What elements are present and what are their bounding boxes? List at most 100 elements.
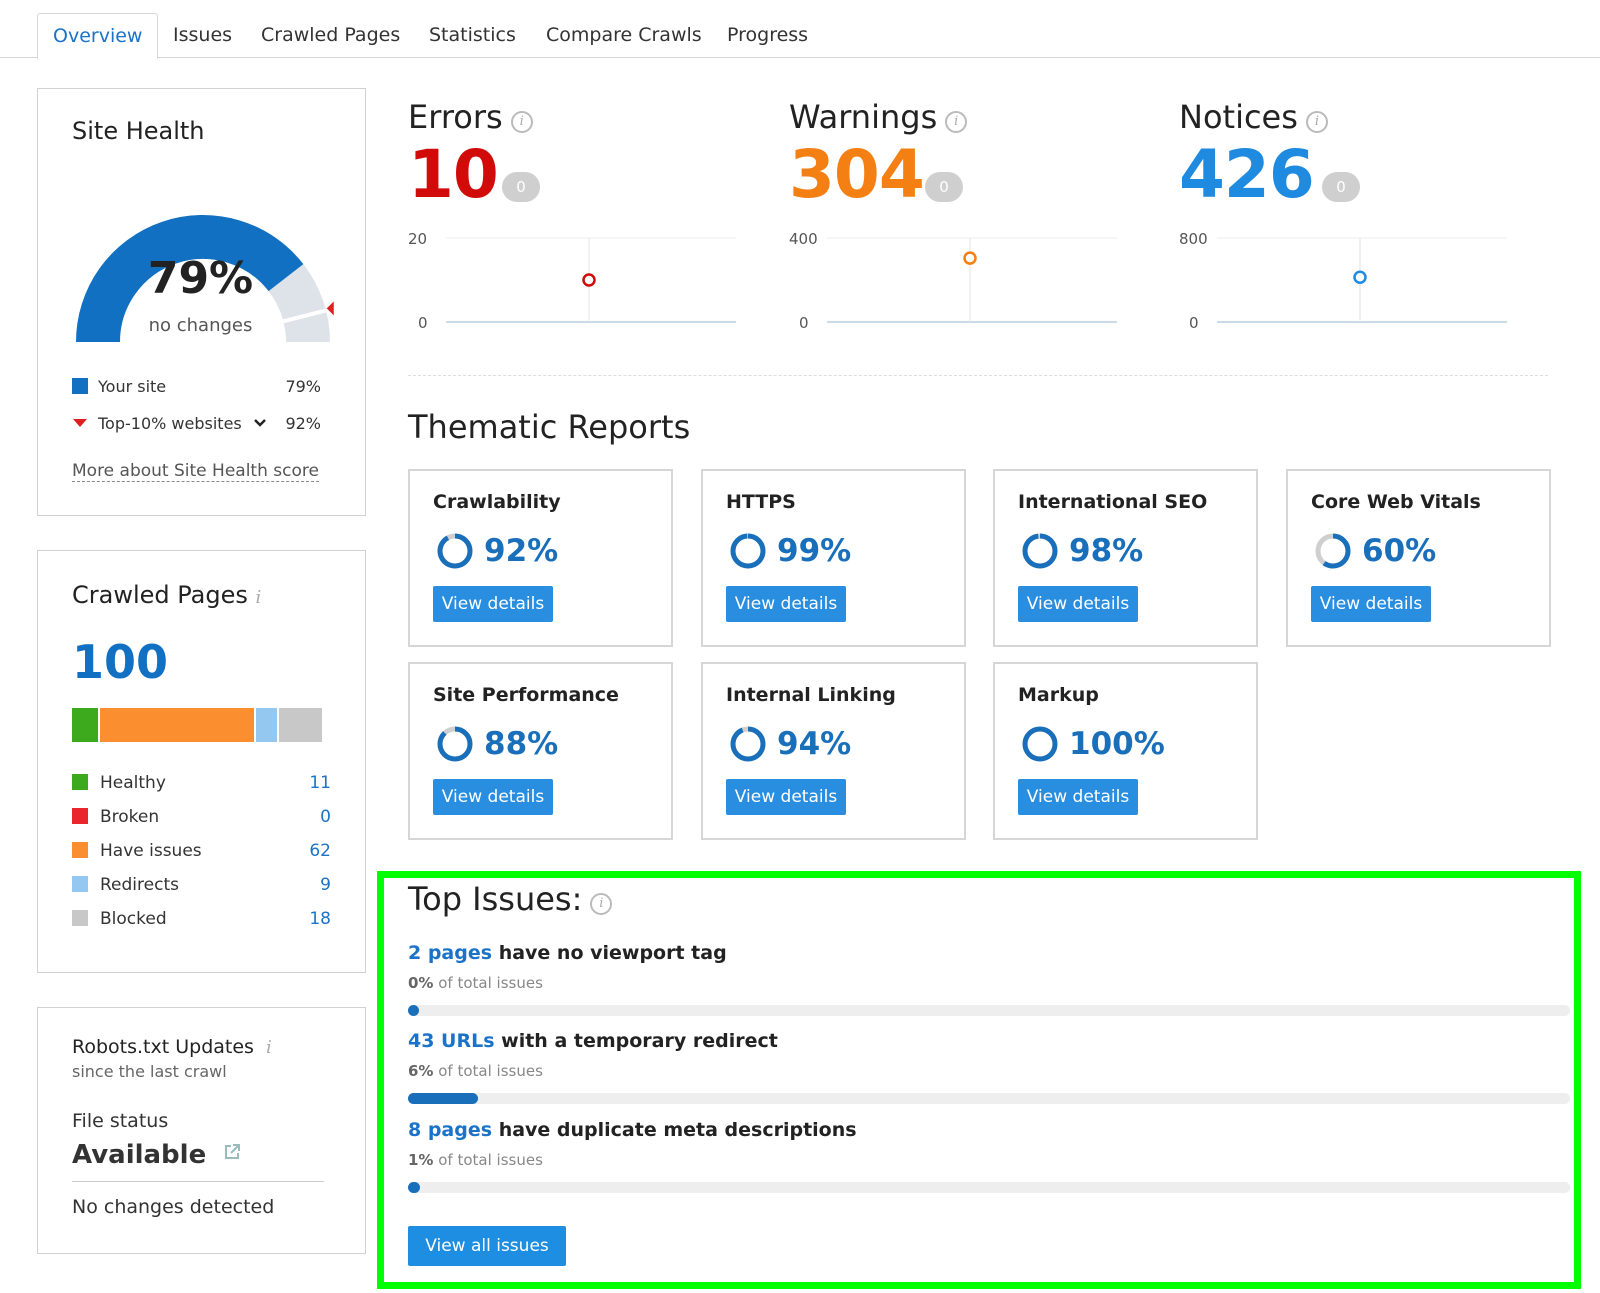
ring-fill bbox=[1315, 533, 1351, 569]
issue-item: 2 pages have no viewport tag bbox=[408, 942, 727, 964]
thematic-card-title: International SEO bbox=[1018, 491, 1208, 513]
robots-subtitle: since the last crawl bbox=[72, 1062, 227, 1081]
tab-crawled-pages[interactable]: Crawled Pages bbox=[261, 24, 401, 46]
file-status-value: Available bbox=[72, 1140, 241, 1170]
healthy-count[interactable]: 11 bbox=[309, 773, 331, 793]
issue-progress-bar bbox=[408, 1182, 1570, 1193]
broken-count[interactable]: 0 bbox=[320, 807, 331, 827]
legend-your-site: Your site bbox=[72, 377, 166, 396]
view-details-button[interactable]: View details bbox=[1018, 586, 1138, 622]
gauge-track bbox=[268, 264, 330, 343]
crawled-pages-total[interactable]: 100 bbox=[72, 635, 169, 689]
issue-progress-fill bbox=[408, 1182, 420, 1193]
external-link-icon[interactable] bbox=[223, 1143, 241, 1161]
crawled-pages-bar-segment[interactable] bbox=[72, 708, 98, 742]
robots-title: Robots.txt Updates i bbox=[72, 1036, 272, 1058]
gauge-benchmark-line bbox=[282, 308, 327, 324]
tab-compare-crawls[interactable]: Compare Crawls bbox=[546, 24, 702, 46]
issue-progress-fill bbox=[408, 1005, 419, 1016]
legend-broken: Broken bbox=[72, 807, 159, 827]
info-icon[interactable]: i bbox=[266, 1037, 272, 1058]
view-details-button[interactable]: View details bbox=[433, 779, 553, 815]
gauge-fill bbox=[76, 215, 304, 343]
notices-sparkline: 800 0 bbox=[1179, 230, 1507, 332]
errors-change-badge: 0 bbox=[502, 172, 540, 202]
info-icon[interactable]: i bbox=[510, 111, 533, 133]
divider bbox=[72, 1181, 324, 1182]
redirects-count[interactable]: 9 bbox=[320, 875, 331, 895]
top10-value: 92% bbox=[285, 414, 321, 433]
have-issues-swatch bbox=[72, 842, 88, 858]
thematic-card: International SEO 98% View details bbox=[993, 469, 1258, 647]
crawled-pages-bar-segment[interactable] bbox=[278, 708, 322, 742]
tab-bar: Overview Issues Crawled Pages Statistics… bbox=[0, 0, 1600, 59]
info-icon[interactable]: i bbox=[945, 111, 968, 133]
issue-count-link[interactable]: 43 URLs bbox=[408, 1030, 495, 1052]
thematic-card-title: Internal Linking bbox=[726, 684, 896, 706]
site-health-card: Site Health 79% no changes Your site 79%… bbox=[37, 88, 366, 516]
y-tick-max: 20 bbox=[408, 230, 427, 248]
site-health-more-link[interactable]: More about Site Health score bbox=[72, 461, 319, 482]
progress-ring-icon bbox=[437, 533, 473, 569]
thematic-card-title: Site Performance bbox=[433, 684, 619, 706]
crawled-pages-title: Crawled Pages i bbox=[72, 581, 262, 609]
warnings-title: Warnings i bbox=[789, 98, 968, 136]
issue-progress-bar bbox=[408, 1093, 1570, 1104]
issue-count-link[interactable]: 2 pages bbox=[408, 942, 493, 964]
tab-overview[interactable]: Overview bbox=[37, 13, 159, 59]
issue-progress-fill bbox=[408, 1093, 478, 1104]
your-site-swatch bbox=[72, 378, 88, 394]
view-details-button[interactable]: View details bbox=[1311, 586, 1431, 622]
healthy-swatch bbox=[72, 774, 88, 790]
view-details-button[interactable]: View details bbox=[726, 779, 846, 815]
notices-count[interactable]: 426 bbox=[1179, 136, 1315, 213]
file-status-label: File status bbox=[72, 1110, 169, 1132]
view-details-button[interactable]: View details bbox=[433, 586, 553, 622]
thematic-card-score: 94% bbox=[777, 726, 852, 762]
thematic-card-title: Core Web Vitals bbox=[1311, 491, 1481, 513]
crawled-pages-bar-segment[interactable] bbox=[99, 708, 254, 742]
y-tick-max: 400 bbox=[789, 230, 818, 248]
view-details-button[interactable]: View details bbox=[1018, 779, 1138, 815]
tab-issues[interactable]: Issues bbox=[173, 24, 233, 46]
your-site-value: 79% bbox=[285, 377, 321, 396]
thematic-card-score: 88% bbox=[484, 726, 559, 762]
tab-progress[interactable]: Progress bbox=[727, 24, 809, 46]
blocked-swatch bbox=[72, 910, 88, 926]
chevron-down-icon[interactable] bbox=[253, 417, 267, 429]
notices-change-badge: 0 bbox=[1322, 172, 1360, 202]
crawled-pages-bar-segment[interactable] bbox=[255, 708, 277, 742]
top-issues-title: Top Issues: i bbox=[408, 880, 613, 918]
highlight-frame bbox=[377, 871, 1581, 1289]
view-details-button[interactable]: View details bbox=[726, 586, 846, 622]
info-icon[interactable]: i bbox=[255, 587, 262, 608]
blocked-count[interactable]: 18 bbox=[309, 909, 331, 929]
warnings-count[interactable]: 304 bbox=[789, 136, 925, 213]
data-point bbox=[1353, 270, 1367, 285]
issue-share: 0% of total issues bbox=[408, 974, 543, 992]
info-icon[interactable]: i bbox=[590, 893, 613, 915]
progress-ring-icon bbox=[1022, 726, 1058, 762]
errors-count[interactable]: 10 bbox=[408, 136, 499, 213]
thematic-card-score: 99% bbox=[777, 533, 852, 569]
issue-share: 1% of total issues bbox=[408, 1151, 543, 1169]
errors-metric: Errors i 10 0 20 0 bbox=[408, 98, 748, 338]
view-all-issues-button[interactable]: View all issues bbox=[408, 1226, 566, 1266]
thematic-card-title: Crawlability bbox=[433, 491, 561, 513]
errors-sparkline: 20 0 bbox=[408, 230, 736, 332]
y-tick-min: 0 bbox=[1189, 314, 1199, 332]
errors-title: Errors i bbox=[408, 98, 533, 136]
y-tick-min: 0 bbox=[799, 314, 809, 332]
issue-count-link[interactable]: 8 pages bbox=[408, 1119, 493, 1141]
legend-top10[interactable]: Top-10% websites bbox=[72, 414, 267, 433]
crawled-pages-bar bbox=[72, 708, 324, 742]
legend-redirects: Redirects bbox=[72, 875, 179, 895]
have-issues-count[interactable]: 62 bbox=[309, 841, 331, 861]
ring-fill bbox=[437, 533, 473, 569]
warnings-metric: Warnings i 304 0 400 0 bbox=[789, 98, 1129, 338]
thematic-reports-title: Thematic Reports bbox=[408, 408, 691, 446]
legend-have-issues: Have issues bbox=[72, 841, 202, 861]
info-icon[interactable]: i bbox=[1305, 111, 1328, 133]
warnings-sparkline: 400 0 bbox=[789, 230, 1117, 332]
tab-statistics[interactable]: Statistics bbox=[429, 24, 516, 46]
